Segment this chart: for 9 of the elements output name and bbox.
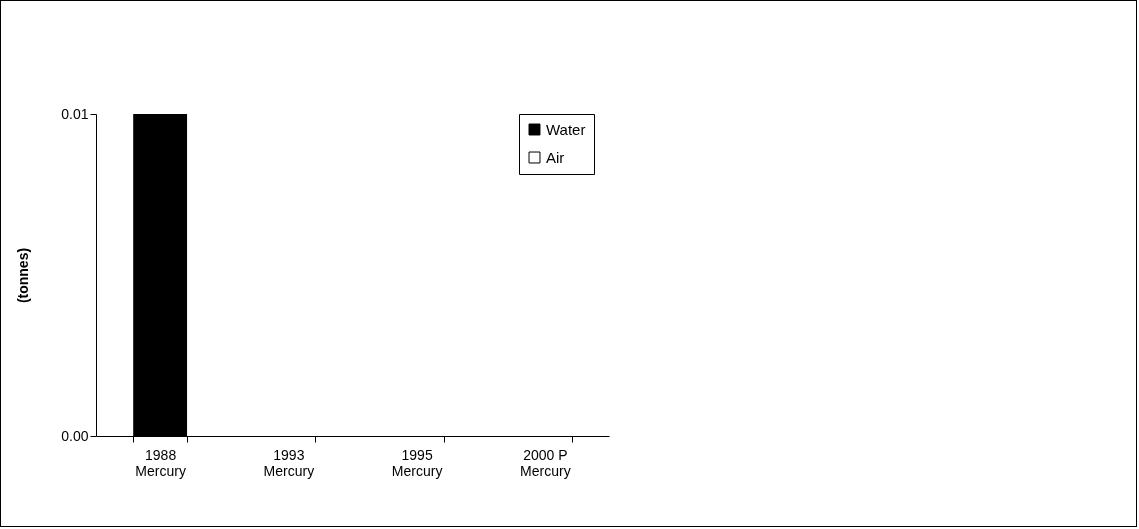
x-tick-label: 2000 P Mercury	[520, 446, 571, 479]
y-axis-title: (tonnes)	[15, 247, 32, 304]
legend-label: Air	[546, 148, 565, 166]
legend-label: Water	[546, 120, 586, 138]
y-tick-label: 0.01	[61, 105, 89, 122]
x-tick-label: 1995 Mercury	[391, 446, 443, 479]
y-tick-label: 0.00	[61, 427, 89, 444]
x-tick-label: 1993 Mercury	[263, 446, 315, 479]
x-tick-label: 1988 Mercury	[135, 446, 186, 479]
